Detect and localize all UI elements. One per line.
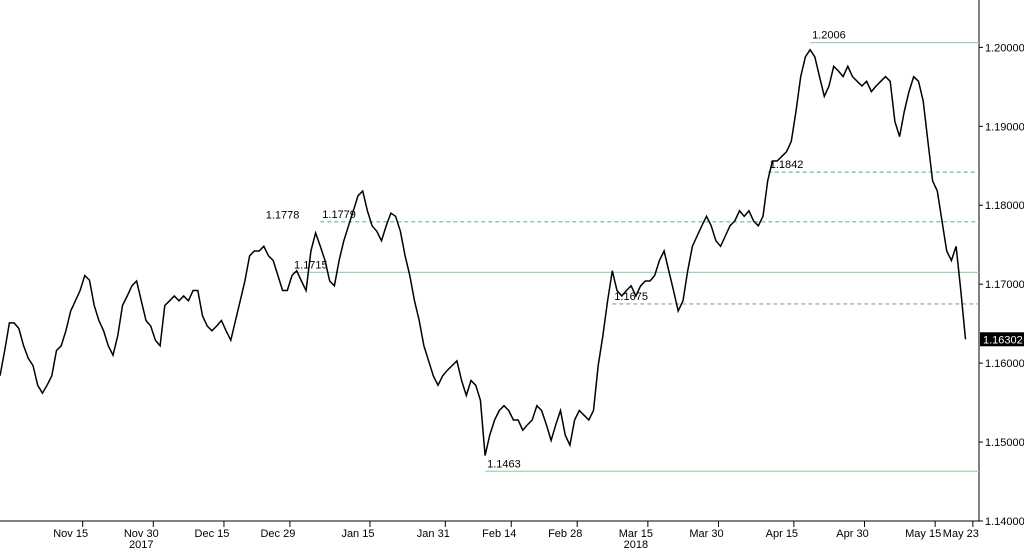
x-tick-label: Mar 15 [619, 528, 653, 540]
y-tick-label: 1.16000 [985, 358, 1024, 370]
level-label: 1.2006 [812, 30, 846, 42]
x-tick-label: Mar 30 [689, 528, 723, 540]
x-tick-label: Apr 15 [766, 528, 798, 540]
y-tick-label: 1.14000 [985, 516, 1024, 528]
x-tick-label: Dec 15 [195, 528, 230, 540]
year-label: 2017 [129, 539, 153, 549]
y-tick-label: 1.20000 [985, 42, 1024, 54]
y-tick-label: 1.18000 [985, 200, 1024, 212]
price-line [0, 48, 967, 456]
x-tick-label: Apr 30 [836, 528, 868, 540]
x-tick-label: May 23 [943, 528, 979, 540]
last-value-label: 1.16302 [983, 334, 1023, 346]
x-tick-label: Nov 30 [124, 528, 159, 540]
x-tick-label: Nov 15 [53, 528, 88, 540]
x-tick-label: Feb 14 [482, 528, 516, 540]
x-tick-label: May 15 [905, 528, 941, 540]
last-value-box [980, 332, 1024, 347]
x-tick-label: Feb 28 [548, 528, 582, 540]
level-label: 1.1842 [770, 159, 804, 171]
y-tick-label: 1.15000 [985, 437, 1024, 449]
level-label: 1.1778 [266, 210, 300, 222]
x-tick-label: Jan 31 [417, 528, 450, 540]
year-label: 2018 [624, 539, 648, 549]
y-tick-label: 1.17000 [985, 279, 1024, 291]
level-label: 1.1463 [487, 458, 521, 470]
level-label: 1.1715 [294, 259, 328, 271]
level-label: 1.1779 [322, 209, 356, 221]
x-tick-label: Dec 29 [260, 528, 295, 540]
x-tick-label: Jan 15 [341, 528, 374, 540]
y-tick-label: 1.19000 [985, 121, 1024, 133]
